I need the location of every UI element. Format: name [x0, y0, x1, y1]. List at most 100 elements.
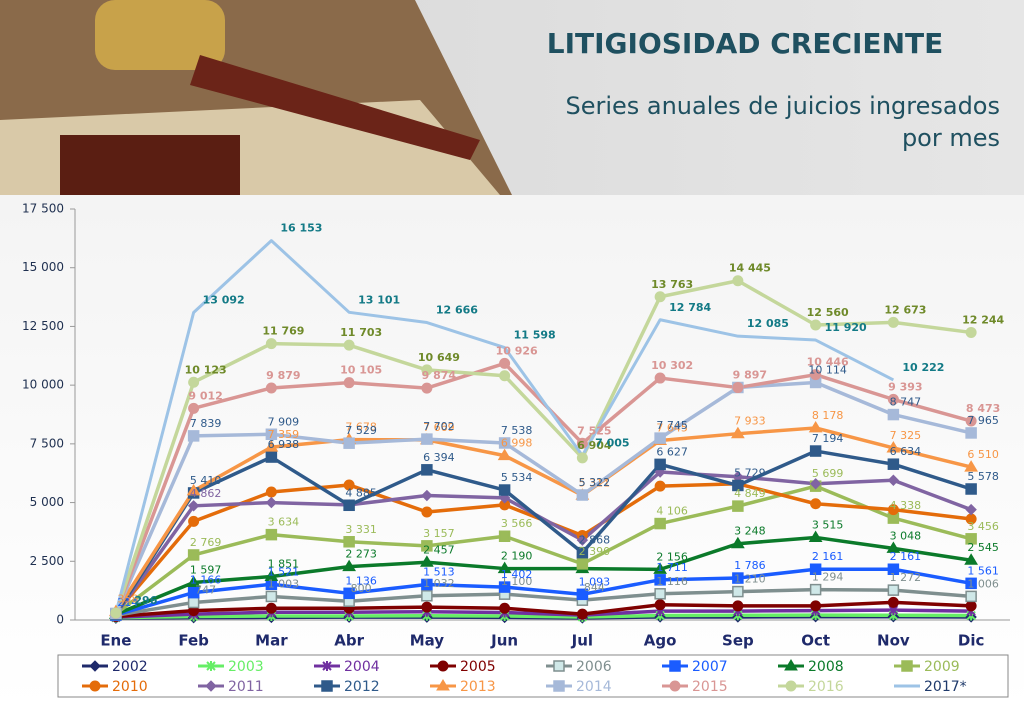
data-label: 7 702	[423, 420, 455, 433]
data-label: 5 410	[190, 474, 222, 487]
marker	[887, 504, 899, 516]
x-tick-label: Dic	[958, 632, 984, 650]
marker	[965, 326, 977, 338]
marker	[321, 680, 333, 692]
y-tick-label: 7 500	[30, 436, 64, 450]
data-label: 7 678	[345, 421, 377, 434]
marker	[187, 500, 200, 512]
data-label: 5 699	[812, 467, 844, 480]
marker	[499, 602, 511, 614]
marker	[653, 562, 668, 574]
data-label: 5 729	[734, 466, 766, 479]
marker	[187, 586, 200, 599]
data-label: 9 012	[188, 389, 222, 402]
series-line	[114, 278, 972, 614]
marker	[576, 452, 588, 464]
data-label: 2 769	[190, 536, 222, 549]
legend-label: 2005	[460, 659, 496, 675]
data-label: 1 272	[890, 571, 922, 584]
data-label: 16 153	[280, 222, 322, 235]
data-label: 4 106	[656, 505, 688, 518]
gavel-base	[60, 135, 240, 195]
data-label: 1 006	[967, 577, 999, 590]
data-label: 7 525	[577, 424, 611, 437]
legend-label: 2004	[344, 659, 380, 675]
data-label: 6 998	[501, 437, 533, 450]
data-label: 9 879	[266, 369, 300, 382]
marker	[732, 382, 744, 394]
data-label: 3 248	[734, 525, 766, 538]
marker	[343, 339, 355, 351]
data-label: 1 851	[268, 558, 300, 571]
x-tick-label: Jul	[571, 632, 593, 650]
marker	[669, 680, 681, 692]
data-label: 6 627	[656, 445, 688, 458]
x-tick-label: Ene	[100, 632, 131, 650]
series-line	[115, 600, 972, 619]
legend-box	[57, 654, 1009, 698]
marker	[576, 437, 588, 449]
data-label: 9 897	[733, 369, 767, 382]
marker	[654, 517, 666, 530]
data-label: 9 874	[422, 369, 457, 382]
marker	[343, 587, 355, 600]
marker	[421, 506, 433, 518]
marker	[264, 569, 279, 582]
marker	[887, 393, 899, 405]
gavel-head	[95, 0, 225, 70]
data-label: 3 634	[268, 516, 300, 529]
data-label: 6 394	[423, 451, 455, 464]
subtitle: por mes	[902, 124, 1000, 152]
legend-label: 2013	[460, 679, 496, 695]
data-label: 7 909	[268, 415, 300, 428]
data-label: 7 005	[595, 436, 629, 449]
data-label: 12 673	[884, 303, 926, 316]
marker	[110, 607, 122, 619]
data-label: 1 561	[967, 564, 999, 577]
data-label: 12 560	[807, 306, 849, 319]
marker	[809, 563, 822, 575]
data-label: 800	[351, 582, 372, 595]
data-label: 1 166	[190, 574, 222, 587]
marker	[497, 561, 512, 574]
marker	[886, 440, 901, 453]
legend-label: 2010	[112, 679, 148, 695]
legend-label: 2009	[924, 659, 960, 675]
data-label: 5 534	[501, 471, 533, 484]
data-label: 5 578	[967, 470, 999, 483]
marker	[497, 448, 512, 461]
data-label: 2 161	[812, 550, 844, 563]
marker	[421, 540, 433, 552]
data-label: 2 161	[890, 550, 922, 563]
legend-label: 2017*	[924, 679, 967, 695]
data-label: 10 302	[651, 359, 693, 372]
series-line	[115, 613, 972, 620]
y-tick-label: 2 500	[30, 554, 64, 568]
marker	[887, 408, 900, 421]
marker	[187, 596, 200, 609]
marker	[887, 458, 900, 470]
data-label: 214	[117, 596, 138, 609]
data-label: 4 885	[345, 486, 377, 499]
marker	[498, 437, 511, 449]
marker	[810, 369, 822, 381]
data-label: 11 769	[262, 325, 304, 338]
data-label: 12 784	[669, 301, 711, 314]
data-label: 3 048	[890, 529, 922, 542]
marker	[342, 559, 357, 572]
data-label: 6 510	[967, 448, 999, 461]
legend-label: 2007	[692, 659, 728, 675]
marker	[732, 572, 744, 584]
marker	[205, 680, 217, 692]
data-label: 13 763	[651, 278, 693, 291]
marker	[965, 427, 977, 439]
marker	[654, 458, 666, 471]
marker	[965, 533, 977, 545]
data-label: 14 445	[729, 262, 771, 275]
series-line	[114, 449, 972, 616]
marker	[964, 553, 979, 565]
marker	[264, 440, 279, 452]
data-label: 10 123	[185, 363, 227, 376]
legend-label: 2012	[344, 679, 380, 695]
